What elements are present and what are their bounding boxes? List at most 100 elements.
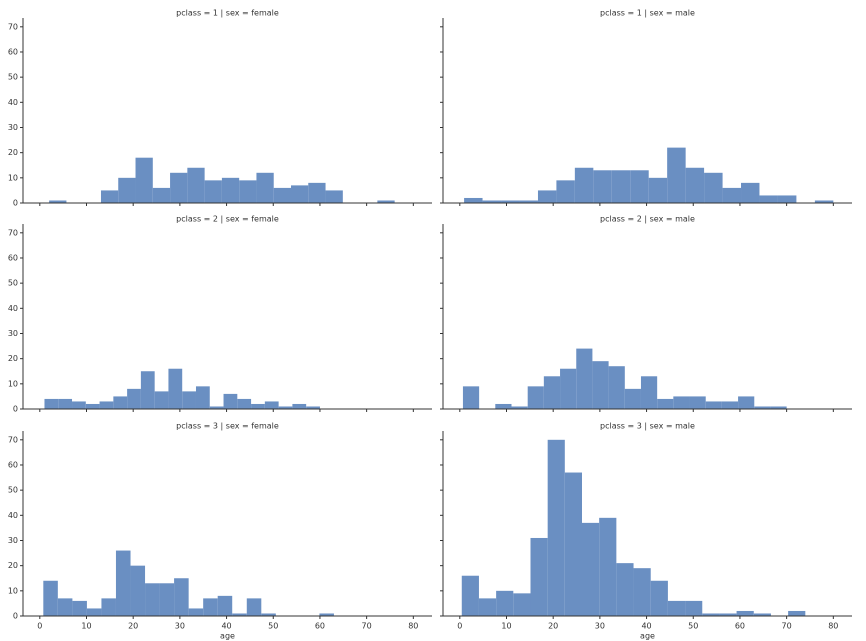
bar <box>319 613 334 616</box>
bar <box>721 401 739 409</box>
bar <box>187 167 205 203</box>
bar <box>564 472 582 616</box>
bar <box>86 608 102 616</box>
bar <box>608 366 625 409</box>
bar <box>57 598 73 616</box>
x-tick-label: 10 <box>81 622 91 631</box>
bar <box>478 598 497 616</box>
bar <box>581 522 600 616</box>
bar <box>101 598 116 616</box>
x-tick-label: 60 <box>735 622 745 631</box>
y-tick-label: 10 <box>8 173 18 182</box>
bar <box>513 593 531 616</box>
bar <box>377 200 395 203</box>
x-axis-label: age <box>220 632 235 641</box>
x-tick-label: 0 <box>37 622 42 631</box>
bar <box>705 401 722 409</box>
y-tick-label: 0 <box>13 199 18 208</box>
y-tick-label: 40 <box>8 98 18 107</box>
bar <box>278 406 293 409</box>
bar <box>738 396 755 409</box>
bar <box>633 568 651 616</box>
bar <box>624 388 641 409</box>
bar <box>685 167 705 203</box>
bar <box>237 398 252 409</box>
bar <box>788 610 806 616</box>
y-tick-label: 60 <box>8 47 18 56</box>
bar <box>673 396 690 409</box>
y-tick-label: 20 <box>8 561 18 570</box>
bar <box>325 190 343 203</box>
bar <box>118 177 136 203</box>
y-tick-label: 50 <box>8 279 18 288</box>
y-tick-label: 10 <box>8 379 18 388</box>
y-tick-label: 60 <box>8 253 18 262</box>
bar <box>306 406 320 409</box>
bar <box>170 172 188 203</box>
bar <box>72 401 86 409</box>
x-tick-label: 50 <box>268 622 278 631</box>
bar <box>43 580 58 616</box>
x-tick-label: 30 <box>595 622 605 631</box>
y-tick-label: 0 <box>13 405 18 414</box>
x-tick-label: 40 <box>221 622 231 631</box>
bar <box>209 406 224 409</box>
x-tick-label: 80 <box>828 622 838 631</box>
y-tick-label: 40 <box>8 304 18 313</box>
y-tick-label: 70 <box>8 435 18 444</box>
bar <box>264 401 279 409</box>
bar <box>753 613 771 616</box>
bar <box>135 157 153 203</box>
bar <box>261 613 276 616</box>
bar <box>145 583 160 616</box>
y-tick-label: 60 <box>8 460 18 469</box>
x-tick-label: 30 <box>175 622 185 631</box>
bar <box>204 180 222 203</box>
bar <box>246 598 262 616</box>
panel-title: pclass = 1 | sex = male <box>600 9 695 18</box>
bar <box>188 608 204 616</box>
bar <box>174 578 189 616</box>
bar <box>556 180 575 203</box>
bar <box>130 565 146 616</box>
y-tick-label: 30 <box>8 123 18 132</box>
bar <box>640 376 658 409</box>
bar <box>99 401 114 409</box>
bar <box>461 575 479 616</box>
y-tick-label: 0 <box>13 612 18 621</box>
bar <box>704 172 723 203</box>
bar <box>530 537 548 616</box>
bar <box>496 590 514 616</box>
bar <box>44 398 59 409</box>
bar <box>547 439 565 616</box>
bar <box>648 177 668 203</box>
x-tick-label: 20 <box>548 622 558 631</box>
bar <box>593 170 612 203</box>
y-tick-label: 10 <box>8 586 18 595</box>
bar <box>292 403 307 409</box>
bar <box>127 388 141 409</box>
bar <box>689 396 706 409</box>
bar <box>574 167 594 203</box>
bar <box>537 190 557 203</box>
x-axis-label: age <box>640 632 655 641</box>
bar <box>736 610 754 616</box>
bar <box>195 386 210 409</box>
x-tick-label: 40 <box>641 622 651 631</box>
bar <box>667 600 686 616</box>
y-tick-label: 50 <box>8 486 18 495</box>
bar <box>592 361 609 409</box>
y-tick-label: 30 <box>8 329 18 338</box>
bar <box>482 200 502 203</box>
bar <box>501 200 520 203</box>
bar <box>543 376 561 409</box>
bar <box>770 406 787 409</box>
bar <box>140 371 155 409</box>
bar <box>154 391 169 409</box>
bar <box>239 180 257 203</box>
bar <box>759 195 778 203</box>
y-tick-label: 40 <box>8 511 18 520</box>
bar <box>667 147 686 203</box>
x-tick-label: 70 <box>362 622 372 631</box>
x-tick-label: 10 <box>501 622 511 631</box>
